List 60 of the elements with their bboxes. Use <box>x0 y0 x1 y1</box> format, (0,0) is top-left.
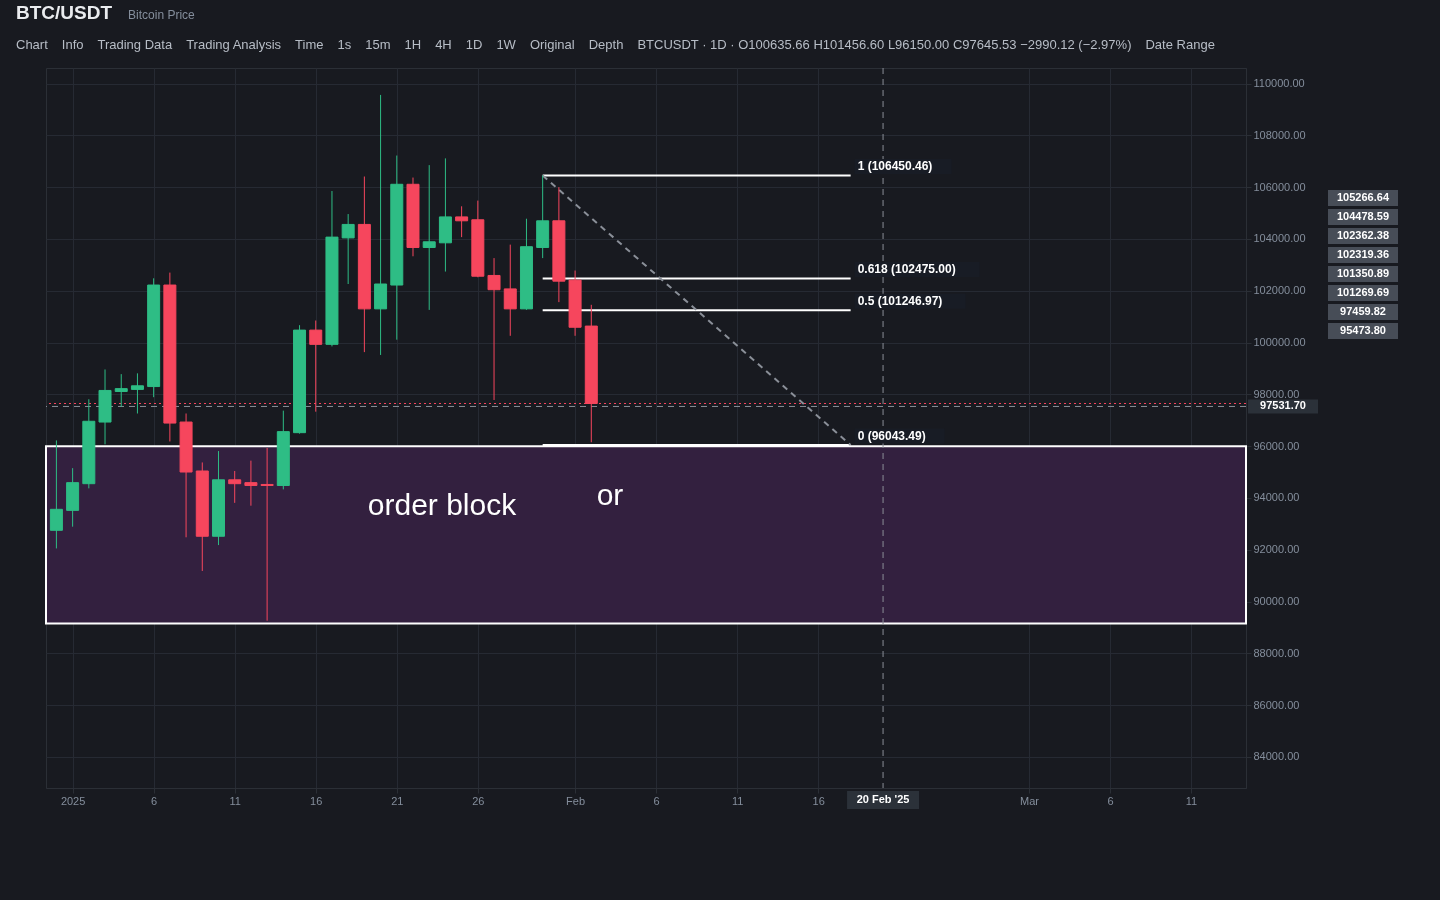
x-tick-label: 26 <box>472 794 485 807</box>
text: BTCUSDT · 1D · O100635.66 H101456.60 L96150.00 C97645.53 −2990.12 (−2.97%) <box>637 36 1132 52</box>
text: 1D <box>465 36 483 52</box>
x-tick-label: 6 <box>653 794 660 807</box>
text: 1s <box>337 36 352 52</box>
annotation: 1 (106450.46) <box>857 159 933 174</box>
x-tick-label: 11 <box>229 794 241 807</box>
y-tick-label: 104000.00 <box>1253 232 1306 245</box>
x-tick-label: 6 <box>151 794 158 807</box>
text: 102362.38 <box>1337 229 1389 241</box>
annotation: or <box>596 478 624 512</box>
chart-subtitle: Bitcoin Price <box>128 8 195 22</box>
y-tick-label: 110000.00 <box>1253 77 1305 90</box>
x-tick-label: 16 <box>310 794 323 807</box>
chart-title: BTC/USDT <box>16 2 113 24</box>
annotation: 0.5 (101246.97) <box>857 294 943 309</box>
band-label: order block <box>367 488 518 522</box>
text: Depth <box>588 36 624 52</box>
text: Time <box>295 36 324 52</box>
text: 4H <box>435 36 452 52</box>
text: Original <box>529 36 575 52</box>
text: 105266.64 <box>1337 191 1390 203</box>
x-tick-label: 21 <box>391 794 404 807</box>
y-tick-label: 94000.00 <box>1253 491 1300 504</box>
x-tick-label: Mar <box>1019 794 1040 807</box>
ref-line-label: 20 Feb '25 <box>856 793 910 805</box>
x-tick-label: Feb <box>566 794 586 807</box>
y-tick-label: 86000.00 <box>1253 698 1300 711</box>
annotation: 0 (96043.49) <box>857 429 926 443</box>
text: 104478.59 <box>1337 210 1389 222</box>
y-tick-label: 108000.00 <box>1253 128 1306 141</box>
y-tick-label: 98000.00 <box>1253 387 1300 400</box>
text: 1H <box>404 36 422 52</box>
y-tick-label: 92000.00 <box>1253 543 1300 556</box>
y-tick-label: 96000.00 <box>1253 439 1300 452</box>
text: 101269.69 <box>1337 286 1389 298</box>
text: 95473.80 <box>1340 324 1386 336</box>
text: 1W <box>496 36 516 52</box>
text: Chart <box>16 36 48 52</box>
x-tick-label: 6 <box>1107 794 1114 807</box>
x-tick-label: 16 <box>812 794 825 807</box>
text: 102319.36 <box>1337 248 1389 260</box>
text: 15m <box>365 36 391 52</box>
text: Info <box>61 36 84 52</box>
y-tick-label: 106000.00 <box>1253 180 1306 193</box>
text: 97459.82 <box>1340 305 1386 317</box>
x-tick-label: 2025 <box>60 794 86 807</box>
x-tick-label: 11 <box>1185 794 1198 807</box>
y-tick-label: 88000.00 <box>1253 646 1300 659</box>
y-tick-label: 102000.00 <box>1253 284 1306 297</box>
x-tick-label: 11 <box>731 794 744 807</box>
text: Trading Analysis <box>186 36 282 52</box>
ref-line-label: 97531.70 <box>1260 399 1306 412</box>
text: Date Range <box>1145 36 1215 52</box>
y-tick-label: 84000.00 <box>1253 750 1300 763</box>
text: Trading Data <box>97 36 173 52</box>
y-tick-label: 100000.00 <box>1253 336 1306 349</box>
text: 101350.89 <box>1337 267 1389 279</box>
y-tick-label: 90000.00 <box>1253 595 1300 608</box>
annotation: 0.618 (102475.00) <box>857 262 956 277</box>
